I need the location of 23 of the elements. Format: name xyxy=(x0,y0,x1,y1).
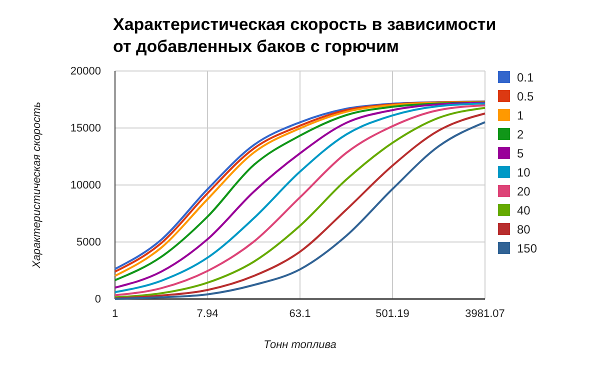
chart-title: Характеристическая скорость в зависимости от добавленных баков с горючим xyxy=(113,15,496,56)
legend-label: 0.1 xyxy=(517,70,534,84)
x-tick-label: 7.94 xyxy=(196,308,218,320)
legend-label: 10 xyxy=(517,166,531,180)
legend-label: 150 xyxy=(517,242,538,256)
y-tick-label: 0 xyxy=(94,294,101,306)
legend-label: 20 xyxy=(517,184,531,198)
x-tick-label: 1 xyxy=(112,308,118,320)
x-tick-label: 63.1 xyxy=(289,308,311,320)
legend-label: 0.5 xyxy=(517,90,534,104)
x-axis-title: Тонн топлива xyxy=(264,339,336,351)
y-tick-label: 10000 xyxy=(70,180,101,192)
legend-label: 1 xyxy=(517,108,524,122)
legend-label: 40 xyxy=(517,204,531,218)
y-axis-title: Характеристическая скорость xyxy=(31,102,43,270)
legend-label: 2 xyxy=(517,128,524,142)
x-tick-label: 3981.07 xyxy=(465,308,505,320)
legend-label: 5 xyxy=(517,146,524,160)
y-tick-label: 15000 xyxy=(70,122,101,135)
y-tick-label: 5000 xyxy=(76,236,101,249)
legend-label: 80 xyxy=(517,222,531,236)
x-tick-label: 501.19 xyxy=(376,308,410,320)
y-tick-label: 20000 xyxy=(70,66,101,78)
